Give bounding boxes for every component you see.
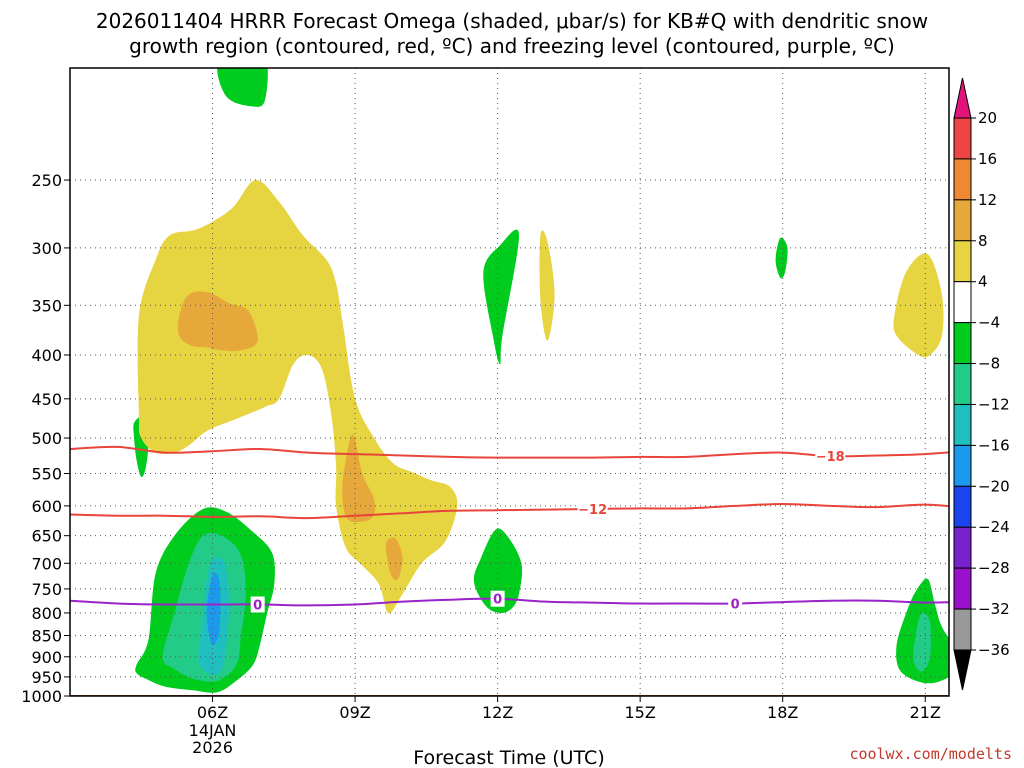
contour-label-4: 0	[731, 598, 740, 613]
contour-label-0: −18	[816, 450, 845, 465]
x-tick-sublabel-0: 14JAN	[189, 721, 237, 740]
colorbar-label-1: 16	[978, 150, 997, 168]
contour-label-bg-1	[577, 500, 608, 517]
omega-region-12	[177, 291, 258, 352]
colorbar-label-13: −36	[978, 641, 1010, 659]
x-axis-label: Forecast Time (UTC)	[413, 747, 604, 768]
colorbar-segment-12	[953, 608, 972, 651]
contour-label-bg-0	[815, 448, 846, 465]
colorbar-segment-2	[953, 199, 972, 242]
colorbar-label-5: −4	[978, 314, 1000, 332]
omega-region-7	[483, 229, 520, 365]
x-tick-label-15Z: 15Z	[624, 703, 655, 722]
y-tick-label-900: 900	[31, 648, 62, 667]
colorbar-label-12: −32	[978, 600, 1010, 618]
colorbar-label-0: 20	[978, 109, 997, 127]
omega-region-13	[342, 434, 376, 523]
temperature-contours: −18 −12 0 0 0	[70, 445, 949, 613]
colorbar-segment-11	[953, 567, 972, 610]
x-tick-label-09Z: 09Z	[339, 703, 370, 722]
colorbar-segment-9	[953, 485, 972, 528]
y-tick-label-750: 750	[31, 580, 62, 599]
y-tick-label-1000: 1000	[21, 687, 62, 706]
colorbar-label-10: −24	[978, 518, 1010, 536]
plot-border	[69, 67, 950, 697]
y-tick-label-400: 400	[31, 346, 62, 365]
colorbar-segment-0	[953, 117, 972, 160]
y-axis-ticks: 250 300 350 400 450 500 550 600 650 700 750 800 850 9…	[21, 171, 70, 706]
omega-region-10	[913, 613, 931, 672]
omega-region-8	[775, 237, 788, 279]
colorbar-segment-8	[953, 444, 972, 487]
contour-label-bg-4	[728, 595, 743, 612]
colorbar-segment-1	[953, 158, 972, 201]
y-tick-label-650: 650	[31, 527, 62, 546]
omega-region-15	[539, 230, 555, 341]
chart-title-line2: growth region (contoured, red, ºC) and f…	[129, 34, 895, 58]
colorbar-top-arrow	[953, 77, 972, 119]
y-tick-label-950: 950	[31, 668, 62, 687]
omega-region-11	[137, 180, 458, 614]
colorbar-segment-5	[953, 322, 972, 365]
colorbar-segment-3	[953, 240, 972, 283]
colorbar-label-11: −28	[978, 559, 1010, 577]
credit-text: coolwx.com/modelts	[849, 745, 1012, 763]
colorbar-label-4: 4	[978, 273, 988, 291]
y-tick-label-800: 800	[31, 604, 62, 623]
y-tick-label-300: 300	[31, 239, 62, 258]
y-tick-label-350: 350	[31, 296, 62, 315]
colorbar-bottom-arrow	[953, 649, 972, 691]
x-tick-label-06Z: 06Z	[197, 703, 228, 722]
y-tick-label-500: 500	[31, 429, 62, 448]
omega-region-5	[206, 572, 221, 646]
colorbar-label-2: 12	[978, 191, 997, 209]
x-tick-label-12Z: 12Z	[482, 703, 513, 722]
y-tick-label-550: 550	[31, 465, 62, 484]
y-tick-label-250: 250	[31, 171, 62, 190]
chart-title-line1: 2026011404 HRRR Forecast Omega (shaded, …	[96, 9, 928, 33]
x-tick-label-21Z: 21Z	[910, 703, 941, 722]
omega-region-16	[893, 253, 944, 358]
colorbar: 20 16 12 8 4 −4 −8 −12 −16 −20 −24 −28 −32 −36	[953, 77, 1010, 691]
colorbar-segment-4	[953, 281, 972, 324]
y-tick-label-700: 700	[31, 554, 62, 573]
omega-shading	[133, 68, 949, 693]
contour-label-bg-3	[490, 590, 505, 607]
omega-region-6	[473, 528, 523, 614]
colorbar-label-6: −8	[978, 355, 1000, 373]
plot-frame	[69, 67, 950, 697]
x-tick-sublabel-1: 2026	[192, 738, 233, 757]
colorbar-label-8: −16	[978, 436, 1010, 454]
colorbar-segment-7	[953, 403, 972, 446]
contour-line-2	[70, 597, 949, 607]
y-tick-label-850: 850	[31, 627, 62, 646]
contour-label-bg-2	[250, 596, 265, 613]
contour-label-3: 0	[493, 593, 502, 608]
omega-region-0	[217, 68, 268, 107]
contour-line-1	[70, 502, 949, 520]
colorbar-label-9: −20	[978, 477, 1010, 495]
x-tick-label-18Z: 18Z	[767, 703, 798, 722]
y-tick-label-600: 600	[31, 497, 62, 516]
omega-region-14	[385, 537, 403, 581]
contour-label-1: −12	[578, 503, 607, 518]
colorbar-label-7: −12	[978, 395, 1010, 413]
colorbar-segment-6	[953, 363, 972, 405]
contour-label-2: 0	[253, 598, 262, 613]
y-tick-label-450: 450	[31, 390, 62, 409]
colorbar-segment-10	[953, 526, 972, 569]
colorbar-label-3: 8	[978, 232, 988, 250]
